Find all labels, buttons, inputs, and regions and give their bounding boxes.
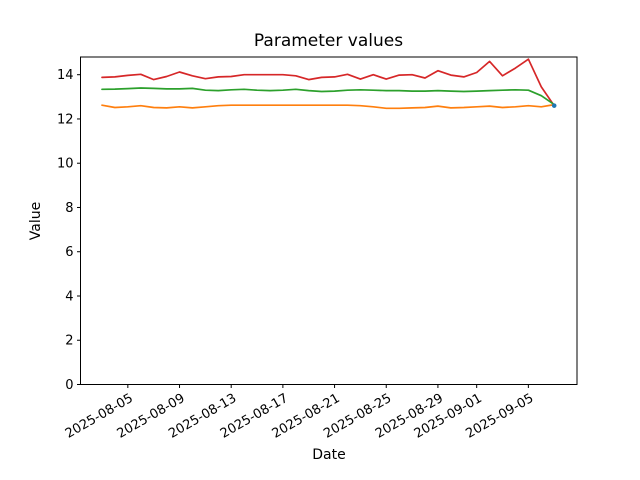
y-axis-title: Value [28,201,44,241]
series-orange-line [101,103,556,110]
y-tick-label: 14 [57,68,74,83]
y-tick-label: 2 [65,334,73,349]
y-tick-label: 6 [65,245,73,260]
axes-frame [80,56,578,385]
end-point-marker [551,103,557,108]
y-tick-label: 10 [57,157,74,172]
y-tick-label: 4 [65,289,73,304]
y-tick-label: 8 [65,201,73,216]
series-red-line [101,58,556,107]
y-tick-label: 12 [57,112,74,127]
y-tick-label: 0 [65,378,73,393]
x-axis-title: Date [312,447,346,463]
chart-title: Parameter values [253,31,404,51]
series-green-line [101,87,556,106]
